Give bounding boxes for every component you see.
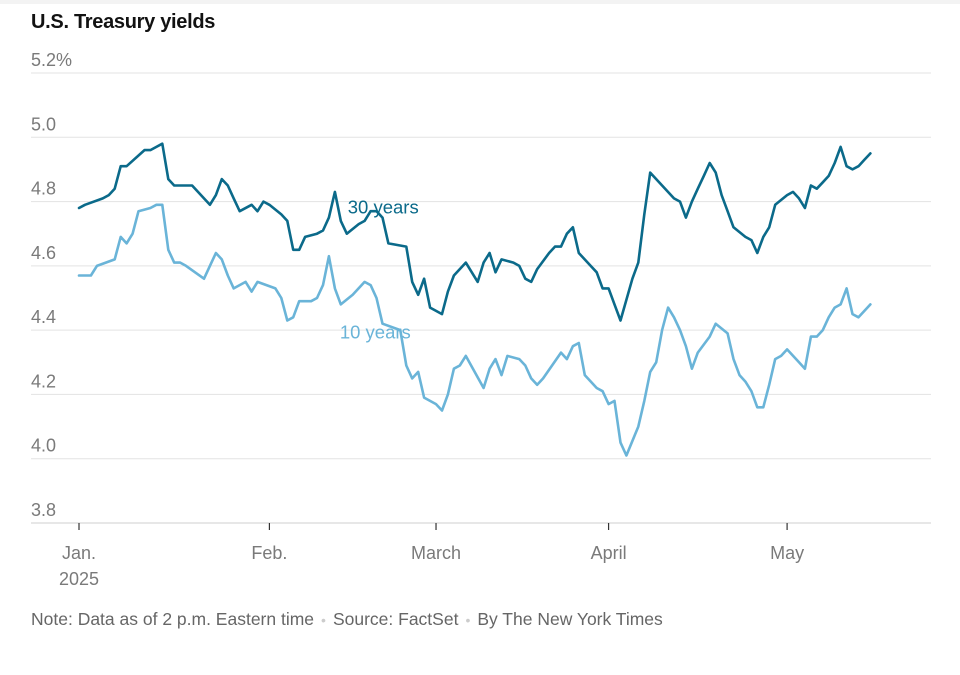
y-tick-label: 4.4	[31, 307, 56, 327]
x-tick-label: May	[770, 543, 804, 563]
footer-source: Source: FactSet	[332, 609, 459, 629]
y-tick-label: 3.8	[31, 500, 56, 520]
x-tick-sublabel: 2025	[59, 569, 99, 589]
y-tick-label: 4.0	[31, 436, 56, 456]
line-chart: 3.8 4.0 4.2 4.4 4.6 4.8 5.0 5.2% Jan. 2025 Feb. Ma…	[31, 50, 931, 589]
footer-separator: •	[465, 612, 471, 628]
x-tick-label: April	[591, 543, 627, 563]
y-tick-label: 4.6	[31, 243, 56, 263]
x-tick-label: Jan.	[62, 543, 96, 563]
chart-footer: Note: Data as of 2 p.m. Eastern time • Sou…	[31, 609, 663, 630]
footer-credit: By The New York Times	[477, 609, 663, 629]
series-label-10-years: 10 years	[340, 321, 411, 342]
series-label-30-years: 30 years	[348, 197, 419, 218]
y-tick-label: 5.2%	[31, 50, 72, 70]
gridlines	[31, 72, 931, 524]
y-tick-label: 4.2	[31, 371, 56, 391]
y-tick-label: 4.8	[31, 179, 56, 199]
x-tick-label: March	[411, 543, 461, 563]
y-axis-labels: 3.8 4.0 4.2 4.4 4.6 4.8 5.0 5.2%	[31, 50, 72, 520]
footer-separator: •	[321, 612, 326, 628]
series-lines	[77, 142, 872, 457]
footer-note: Note: Data as of 2 p.m. Eastern time	[31, 609, 315, 629]
series-line-10-years	[77, 203, 872, 457]
x-axis: Jan. 2025 Feb. March April May	[59, 523, 804, 589]
series-line-30-years	[77, 142, 872, 322]
y-tick-label: 5.0	[31, 114, 56, 134]
series-labels: 30 years 10 years	[340, 197, 419, 343]
chart-title: U.S. Treasury yields	[31, 11, 216, 33]
top-rule	[0, 0, 960, 4]
x-tick-label: Feb.	[251, 543, 287, 563]
